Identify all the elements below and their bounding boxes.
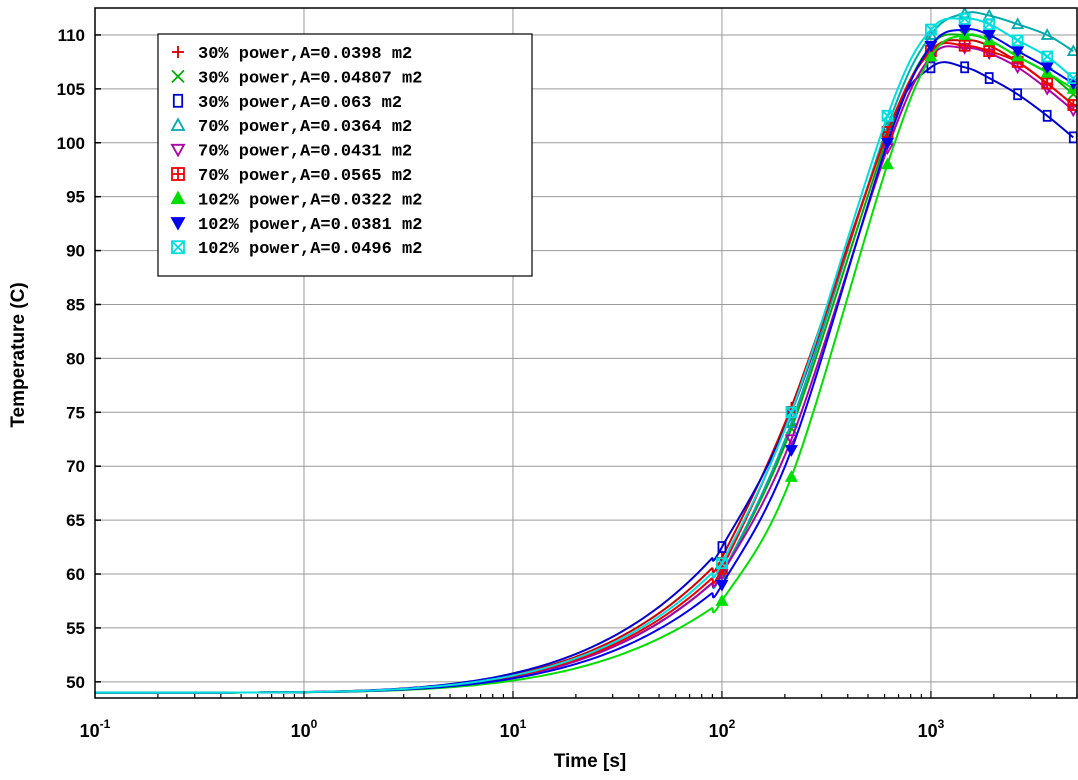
legend-box bbox=[157, 33, 533, 277]
legend-entry: 70% power,A=0.0565 m2 bbox=[198, 167, 412, 186]
data-marker bbox=[1042, 109, 1052, 122]
data-marker bbox=[925, 23, 937, 36]
y-tick-label: 110 bbox=[58, 26, 85, 45]
y-tick-label: 105 bbox=[57, 80, 85, 99]
legend-entry: 102% power,A=0.0381 m2 bbox=[198, 216, 422, 235]
data-marker bbox=[170, 143, 186, 158]
data-marker bbox=[172, 93, 184, 108]
data-marker bbox=[983, 18, 996, 31]
y-tick-label: 75 bbox=[66, 403, 85, 422]
data-marker bbox=[785, 406, 798, 419]
data-marker bbox=[881, 157, 895, 170]
data-marker bbox=[1013, 88, 1023, 101]
data-marker bbox=[984, 72, 994, 84]
series-layer bbox=[95, 8, 1077, 694]
legend-entry: 30% power,A=0.0398 m2 bbox=[198, 45, 412, 64]
data-marker bbox=[1041, 77, 1054, 90]
legend-entry: 70% power,A=0.0364 m2 bbox=[198, 118, 412, 137]
data-marker bbox=[715, 579, 729, 592]
data-marker bbox=[170, 117, 186, 131]
data-marker bbox=[171, 240, 185, 255]
y-tick-label: 70 bbox=[66, 457, 85, 476]
data-marker bbox=[982, 30, 996, 42]
x-tick-label: 102 bbox=[709, 717, 736, 741]
data-marker bbox=[717, 541, 727, 553]
data-marker bbox=[1011, 46, 1025, 58]
x-tick-label: 103 bbox=[918, 717, 945, 741]
y-tick-label: 55 bbox=[66, 619, 85, 638]
data-marker bbox=[171, 167, 185, 181]
y-tick-label: 85 bbox=[66, 295, 85, 314]
data-marker bbox=[170, 190, 186, 205]
x-tick-label: 100 bbox=[291, 717, 318, 741]
legend-entry: 70% power,A=0.0431 m2 bbox=[198, 143, 412, 162]
plot-border bbox=[94, 7, 1078, 699]
x-tick-label: 101 bbox=[500, 717, 527, 741]
y-tick-label: 65 bbox=[66, 511, 85, 530]
data-marker bbox=[881, 137, 895, 150]
data-marker bbox=[983, 45, 996, 58]
grid bbox=[94, 8, 1077, 698]
data-marker bbox=[924, 49, 938, 62]
legend: 30% power,A=0.0398 m2 30% power,A=0.04807… bbox=[157, 33, 533, 277]
data-marker bbox=[715, 594, 729, 606]
y-tick-label: 50 bbox=[66, 673, 85, 692]
y-axis-label: Temperature (C) bbox=[8, 282, 29, 427]
data-marker bbox=[1041, 50, 1054, 63]
legend-entry: 30% power,A=0.04807 m2 bbox=[198, 69, 422, 88]
y-tick-label: 80 bbox=[66, 349, 85, 368]
data-marker bbox=[1011, 34, 1024, 47]
tick-labels: 50 55 60 65 70 75 80 85 90 95 100 105 110 10-1 100 101 1… bbox=[57, 26, 945, 741]
data-marker bbox=[784, 434, 798, 447]
y-tick-label: 90 bbox=[66, 242, 85, 261]
data-marker bbox=[958, 24, 972, 37]
data-marker bbox=[784, 470, 798, 482]
data-marker bbox=[170, 217, 186, 231]
data-marker bbox=[960, 61, 970, 74]
series-group bbox=[95, 8, 1077, 694]
plot-frame bbox=[94, 7, 1078, 699]
data-marker bbox=[784, 416, 798, 428]
data-marker bbox=[171, 69, 185, 84]
data-marker bbox=[958, 39, 971, 52]
data-marker bbox=[716, 557, 728, 570]
legend-entry: 30% power,A=0.063 m2 bbox=[198, 94, 402, 113]
y-tick-label: 60 bbox=[66, 565, 85, 584]
data-marker bbox=[881, 109, 894, 122]
data-marker bbox=[784, 445, 798, 457]
data-marker bbox=[1011, 17, 1025, 30]
y-tick-label: 95 bbox=[66, 188, 85, 207]
data-marker bbox=[1040, 62, 1054, 75]
data-marker bbox=[924, 40, 938, 53]
data-marker bbox=[1066, 44, 1077, 57]
data-marker bbox=[172, 46, 184, 58]
data-marker bbox=[1040, 28, 1054, 40]
series-line bbox=[95, 17, 1074, 694]
x-axis-label: Time [s] bbox=[554, 751, 627, 772]
data-marker bbox=[958, 12, 971, 25]
y-tick-label: 100 bbox=[57, 134, 85, 153]
legend-entry: 102% power,A=0.0322 m2 bbox=[198, 191, 422, 210]
x-tick-label: 10-1 bbox=[80, 717, 111, 741]
legend-entry: 102% power,A=0.0496 m2 bbox=[198, 240, 422, 259]
